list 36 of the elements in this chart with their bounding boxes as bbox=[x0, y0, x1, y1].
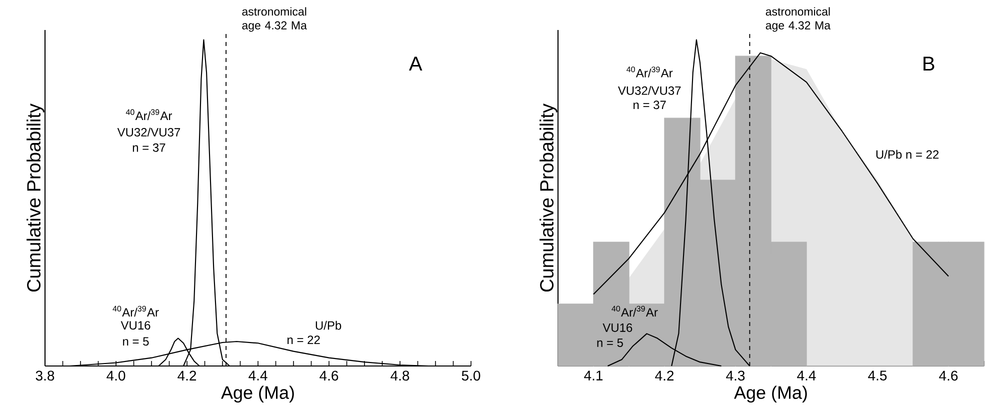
x-tick-label: 4.4 bbox=[797, 370, 816, 380]
annotation: U/Pb n = 22 bbox=[876, 150, 939, 159]
ref-line-label: astronomical age 4.32 Ma bbox=[766, 7, 831, 32]
annotation: VU16 bbox=[602, 323, 632, 332]
text: B bbox=[924, 56, 934, 70]
annotation: n = 5 bbox=[123, 337, 149, 346]
x-tick-label: 4.6 bbox=[939, 370, 958, 381]
text: A bbox=[408, 56, 422, 70]
x-tick-label: 4.4 bbox=[248, 370, 268, 380]
annotation: n = 37 bbox=[634, 100, 666, 110]
x-tick-label: 4.2 bbox=[655, 370, 674, 380]
x-tick-label: 4.5 bbox=[868, 370, 887, 380]
x-tick-label: 4.1 bbox=[584, 370, 603, 380]
annotation: $^{40}$Ar/$^{39}$Ar bbox=[626, 66, 673, 78]
annotation: $^{40}$Ar/$^{39}$Ar bbox=[112, 306, 159, 317]
annotation: $^{40}$Ar/$^{39}$Ar bbox=[612, 306, 658, 317]
annotation: VU16 bbox=[120, 321, 150, 330]
annotation: VU32/VU37 bbox=[618, 86, 681, 95]
x-tick-label: 4.3 bbox=[726, 370, 745, 381]
annotation: n = 37 bbox=[132, 143, 166, 152]
y-axis-title: Cumulative Probability bbox=[540, 104, 558, 292]
annotation: $^{40}$Ar/$^{39}$Ar bbox=[126, 109, 172, 120]
x-tick-label: 4.6 bbox=[320, 370, 338, 381]
y-axis-title: Cumulative Probability bbox=[26, 104, 44, 292]
x-tick-label: 5.0 bbox=[462, 370, 480, 381]
x-tick-label: 3.8 bbox=[36, 370, 54, 381]
x-axis-title: Age (Ma) bbox=[221, 386, 294, 403]
annotation: U/Pb bbox=[316, 320, 342, 330]
annotation: n = 22 bbox=[288, 336, 320, 344]
x-tick-label: 4.8 bbox=[390, 370, 410, 381]
x-tick-label: 4.0 bbox=[106, 370, 126, 381]
annotation: VU32/VU37 bbox=[117, 128, 180, 137]
ref-line-label: astronomical age 4.32 Ma bbox=[242, 7, 307, 32]
x-axis-title: Age (Ma) bbox=[734, 386, 807, 403]
x-tick-label: 4.2 bbox=[178, 370, 196, 380]
annotation: n = 5 bbox=[597, 338, 623, 347]
